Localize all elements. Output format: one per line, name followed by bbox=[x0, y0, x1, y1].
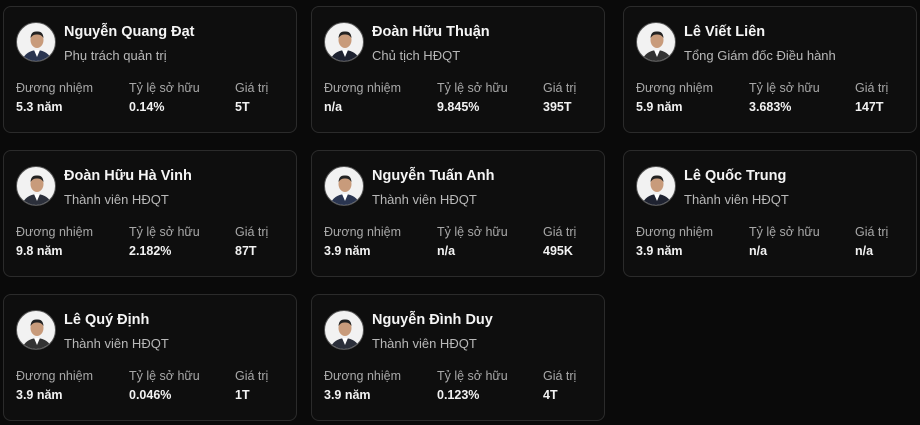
stat-label: Tỷ lệ sở hữu bbox=[437, 81, 508, 95]
person-card: Lê Quốc Trung Thành viên HĐQT Đương nhiệm 3… bbox=[623, 150, 917, 277]
stat-label: Đương nhiệm bbox=[324, 81, 402, 95]
stat-value: 395T bbox=[543, 100, 572, 114]
stat-label: Đương nhiệm bbox=[16, 81, 94, 95]
person-name: Lê Viết Liên bbox=[684, 24, 766, 40]
stat-label: Giá trị bbox=[235, 225, 269, 239]
stat-label: Giá trị bbox=[235, 369, 269, 383]
stat-value: 0.123% bbox=[437, 388, 480, 402]
avatar-image bbox=[21, 175, 53, 205]
stat-value: 1T bbox=[235, 388, 250, 402]
stat-label: Tỷ lệ sở hữu bbox=[129, 81, 200, 95]
person-card: Lê Quý Định Thành viên HĐQT Đương nhiệm 3.9… bbox=[3, 294, 297, 421]
avatar bbox=[16, 22, 56, 62]
stat-label: Giá trị bbox=[235, 81, 269, 95]
stat-label: Tỷ lệ sở hữu bbox=[437, 369, 508, 383]
stat-value: 3.9 năm bbox=[324, 388, 371, 402]
avatar bbox=[636, 166, 676, 206]
person-name: Đoàn Hữu Hà Vinh bbox=[64, 168, 192, 184]
stat-value: 3.9 năm bbox=[636, 244, 683, 258]
stat-value: n/a bbox=[855, 244, 874, 258]
stat-value: 5.9 năm bbox=[636, 100, 683, 114]
stat-value: 3.9 năm bbox=[324, 244, 371, 258]
stat-label: Tỷ lệ sở hữu bbox=[749, 81, 820, 95]
person-card: Lê Viết Liên Tổng Giám đốc Điều hành Đương… bbox=[623, 6, 917, 133]
person-role: Thành viên HĐQT bbox=[372, 336, 477, 351]
person-name: Nguyễn Quang Đạt bbox=[64, 24, 195, 40]
person-card: Đoàn Hữu Thuận Chủ tịch HĐQT Đương nhiệm n/… bbox=[311, 6, 605, 133]
stat-value: 147T bbox=[855, 100, 884, 114]
avatar-image bbox=[329, 319, 361, 349]
stat-label: Giá trị bbox=[543, 81, 577, 95]
person-role: Tổng Giám đốc Điều hành bbox=[684, 48, 836, 63]
person-card: Nguyễn Quang Đạt Phụ trách quản trị Đương … bbox=[3, 6, 297, 133]
stat-value: 0.046% bbox=[129, 388, 172, 402]
avatar bbox=[324, 310, 364, 350]
avatar bbox=[324, 22, 364, 62]
stat-label: Đương nhiệm bbox=[324, 225, 402, 239]
avatar bbox=[16, 310, 56, 350]
stat-value: 9.8 năm bbox=[16, 244, 63, 258]
person-card: Đoàn Hữu Hà Vinh Thành viên HĐQT Đương nhi… bbox=[3, 150, 297, 277]
person-role: Thành viên HĐQT bbox=[64, 336, 169, 351]
person-name: Lê Quý Định bbox=[64, 312, 150, 328]
stat-value: n/a bbox=[437, 244, 456, 258]
avatar bbox=[16, 166, 56, 206]
person-role: Chủ tịch HĐQT bbox=[372, 48, 461, 63]
person-role: Phụ trách quản trị bbox=[64, 48, 167, 63]
stat-value: 5.3 năm bbox=[16, 100, 63, 114]
avatar-image bbox=[21, 319, 53, 349]
stat-label: Đương nhiệm bbox=[16, 225, 94, 239]
stat-label: Đương nhiệm bbox=[324, 369, 402, 383]
stat-label: Đương nhiệm bbox=[636, 225, 714, 239]
person-name: Lê Quốc Trung bbox=[684, 168, 787, 184]
avatar-image bbox=[641, 175, 673, 205]
avatar-image bbox=[329, 31, 361, 61]
person-name: Nguyễn Đình Duy bbox=[372, 312, 493, 328]
stat-label: Tỷ lệ sở hữu bbox=[749, 225, 820, 239]
stat-value: 0.14% bbox=[129, 100, 165, 114]
stat-value: n/a bbox=[749, 244, 768, 258]
stat-value: n/a bbox=[324, 100, 343, 114]
stat-label: Giá trị bbox=[855, 81, 889, 95]
person-role: Thành viên HĐQT bbox=[684, 192, 789, 207]
stat-value: 495K bbox=[543, 244, 573, 258]
stat-label: Tỷ lệ sở hữu bbox=[129, 369, 200, 383]
stat-value: 3.683% bbox=[749, 100, 792, 114]
person-role: Thành viên HĐQT bbox=[372, 192, 477, 207]
person-role: Thành viên HĐQT bbox=[64, 192, 169, 207]
stat-value: 5T bbox=[235, 100, 250, 114]
stat-label: Giá trị bbox=[855, 225, 889, 239]
stat-value: 9.845% bbox=[437, 100, 480, 114]
stat-value: 4T bbox=[543, 388, 558, 402]
stat-value: 3.9 năm bbox=[16, 388, 63, 402]
person-name: Nguyễn Tuấn Anh bbox=[372, 168, 495, 184]
stat-label: Đương nhiệm bbox=[16, 369, 94, 383]
stat-value: 87T bbox=[235, 244, 257, 258]
avatar-image bbox=[329, 175, 361, 205]
person-card: Nguyễn Tuấn Anh Thành viên HĐQT Đương nhiệ… bbox=[311, 150, 605, 277]
avatar bbox=[324, 166, 364, 206]
stat-label: Giá trị bbox=[543, 225, 577, 239]
person-name: Đoàn Hữu Thuận bbox=[372, 24, 490, 40]
stat-label: Giá trị bbox=[543, 369, 577, 383]
avatar bbox=[636, 22, 676, 62]
stat-value: 2.182% bbox=[129, 244, 172, 258]
stat-label: Tỷ lệ sở hữu bbox=[437, 225, 508, 239]
avatar-image bbox=[21, 31, 53, 61]
stat-label: Tỷ lệ sở hữu bbox=[129, 225, 200, 239]
avatar-image bbox=[641, 31, 673, 61]
stat-label: Đương nhiệm bbox=[636, 81, 714, 95]
person-card: Nguyễn Đình Duy Thành viên HĐQT Đương nhiệ… bbox=[311, 294, 605, 421]
